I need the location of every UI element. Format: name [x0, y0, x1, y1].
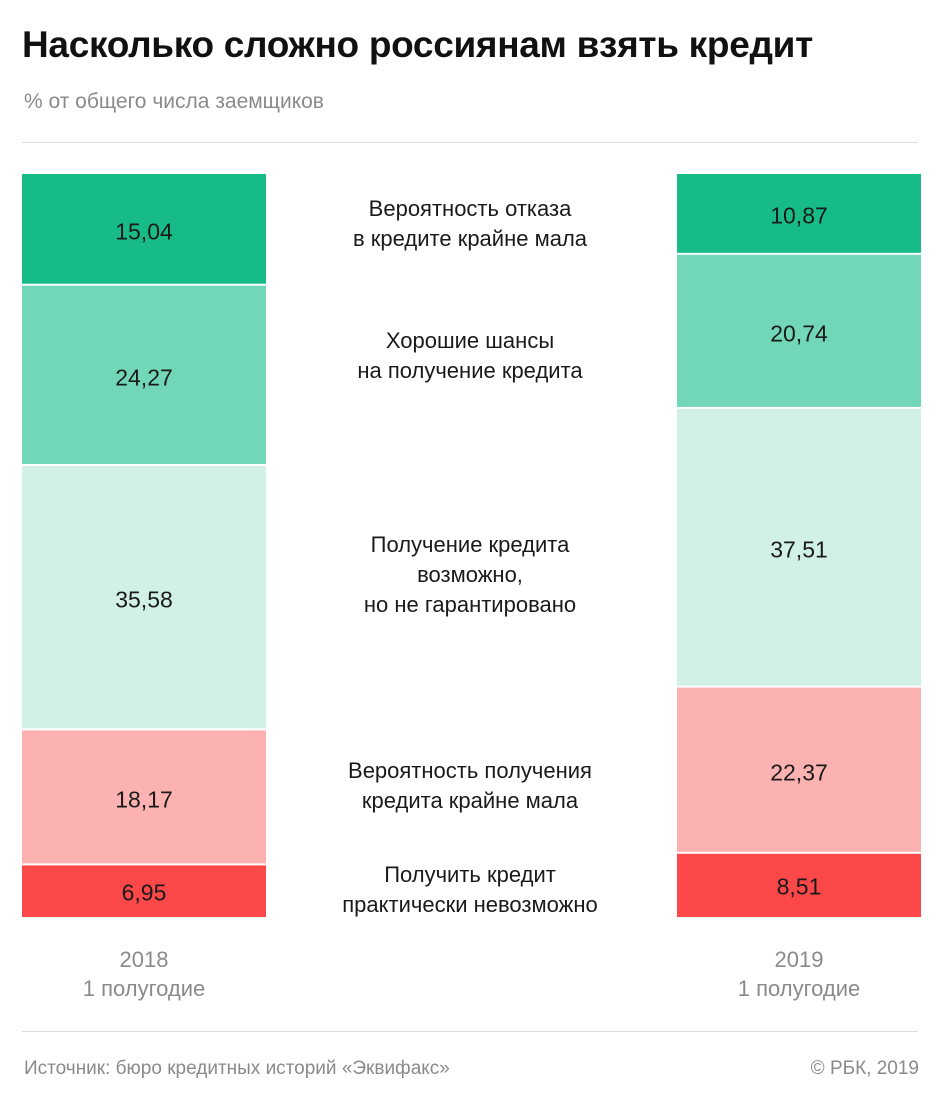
bottom-divider [22, 1031, 918, 1032]
category-label-5: Получить кредит практически невозможно [300, 860, 640, 920]
value-label-2018-2: 24,27 [115, 364, 173, 391]
category-label-1: Вероятность отказа в кредите крайне мала [300, 194, 640, 254]
bar-2019-segment-3 [677, 408, 921, 686]
bar-2018-segment-2 [22, 285, 266, 464]
category-label-2-line-2: на получение кредита [357, 357, 583, 383]
category-label-3-line-2: возможно, [417, 562, 523, 588]
category-label-1-line-2: в кредите крайне мала [352, 226, 588, 252]
value-label-2019-2: 20,74 [770, 320, 828, 347]
bar-2018-segment-5 [22, 865, 266, 917]
category-label-5-line-2: практически невозможно [342, 892, 598, 918]
x-label-2019-year: 2019 [774, 947, 824, 972]
value-label-2018-3: 35,58 [115, 586, 173, 613]
bar-2018-segment-4 [22, 730, 266, 864]
category-label-3-line-3: но не гарантировано [363, 592, 577, 618]
category-label-4-line-2: кредита крайне мала [361, 788, 579, 814]
value-label-2019-4: 22,37 [770, 759, 828, 786]
x-label-2019: 2019 1 полугодие [677, 945, 921, 1003]
copyright: © РБК, 2019 [810, 1058, 919, 1079]
chart-title: Насколько сложно россиянам взять кредит [22, 24, 813, 65]
x-label-2019-period: 1 полугодие [737, 976, 861, 1001]
category-label-3-line-1: Получение кредита [370, 532, 570, 558]
bar-2018-segment-3 [22, 466, 266, 729]
bar-2019-segment-2 [677, 254, 921, 407]
bar-2019-segment-1 [677, 174, 921, 253]
chart-subtitle: % от общего числа заемщиков [24, 90, 324, 113]
source-note: Источник: бюро кредитных историй «Эквифа… [24, 1058, 450, 1079]
x-label-2018-year: 2018 [119, 947, 169, 972]
value-label-2019-5: 8,51 [776, 873, 822, 900]
bar-2019-segment-4 [677, 687, 921, 852]
category-label-3: Получение кредита возможно, но не гарантир… [300, 530, 640, 620]
value-label-2018-1: 15,04 [115, 218, 173, 245]
bar-2018-segment-1 [22, 174, 266, 284]
category-label-2: Хорошие шансы на получение кредита [300, 326, 640, 386]
value-label-2019-1: 10,87 [770, 202, 828, 229]
value-label-2018-4: 18,17 [115, 786, 173, 813]
category-label-4-line-1: Вероятность получения [348, 758, 592, 784]
x-label-2018-period: 1 полугодие [82, 976, 206, 1001]
category-label-4: Вероятность получения кредита крайне мала [300, 756, 640, 816]
bar-2019-segment-5 [677, 853, 921, 917]
x-label-2018: 2018 1 полугодие [22, 945, 266, 1003]
category-label-1-line-1: Вероятность отказа [368, 196, 572, 222]
category-label-2-line-1: Хорошие шансы [385, 327, 555, 353]
value-label-2018-5: 6,95 [121, 879, 167, 906]
top-divider [22, 142, 918, 143]
value-label-2019-3: 37,51 [770, 536, 828, 563]
category-label-5-line-1: Получить кредит [384, 862, 556, 888]
